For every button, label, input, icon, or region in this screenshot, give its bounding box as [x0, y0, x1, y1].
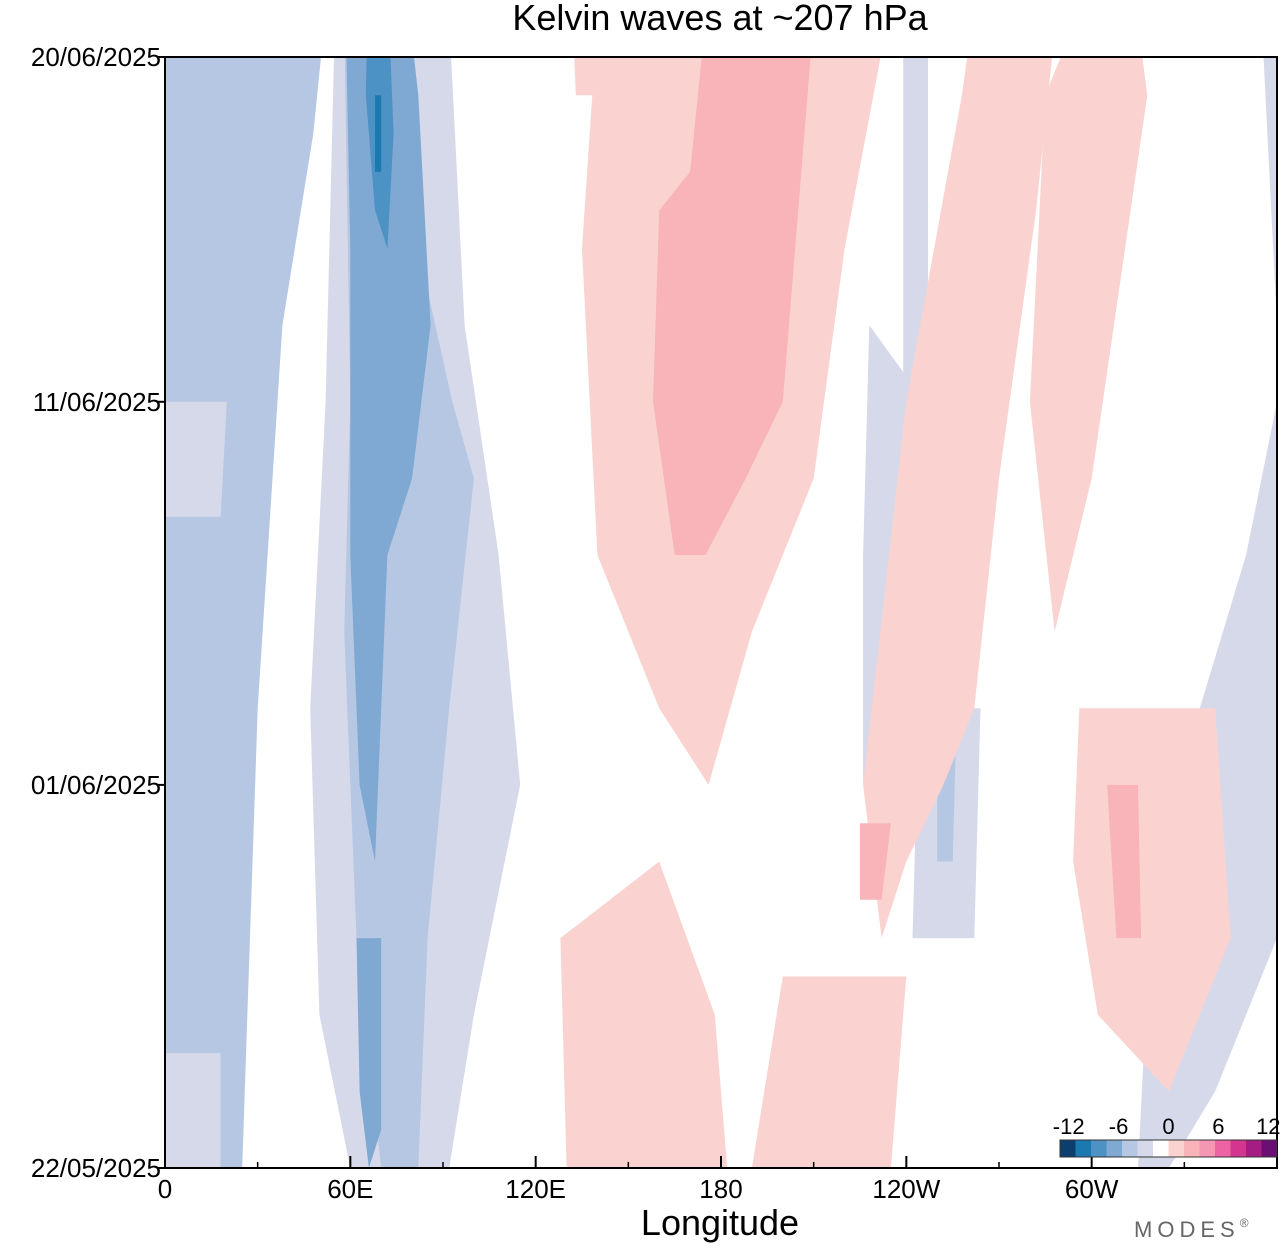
- x-tick-label-3: 180: [699, 1174, 742, 1204]
- colorbar-swatch-12: [1246, 1140, 1262, 1157]
- colorbar-frame: [1059, 1139, 1278, 1158]
- contour-region-29: [863, 57, 1053, 939]
- chart-title: Kelvin waves at ~207 hPa: [512, 0, 928, 38]
- colorbar-swatch-7: [1168, 1140, 1185, 1157]
- colorbar-swatch-2: [1091, 1140, 1107, 1157]
- colorbar-swatch-9: [1199, 1140, 1216, 1157]
- watermark-registered-mark: ®: [1240, 1216, 1254, 1230]
- colorbar-swatch-6: [1153, 1140, 1169, 1157]
- x-tick-label-2: 120E: [505, 1174, 566, 1204]
- colorbar-swatch-1: [1075, 1140, 1092, 1157]
- contour-region-10: [165, 401, 227, 517]
- colorbar-label-0: -12: [1053, 1114, 1085, 1139]
- axes: 0 60E 120E 180 120W 60W 20/06/2025 11/06/2025 01…: [31, 42, 1186, 1204]
- contour-region-28: [653, 57, 811, 555]
- contour-region-31: [1107, 784, 1142, 939]
- y-tick-label-0: 20/06/2025: [31, 42, 161, 72]
- contour-region-32: [1029, 57, 1148, 632]
- contour-region-4: [346, 57, 431, 862]
- colorbar-swatch-8: [1184, 1140, 1200, 1157]
- contour-region-8: [356, 938, 382, 1168]
- colorbar-swatch-5: [1137, 1140, 1154, 1157]
- x-axis-label: Longitude: [641, 1202, 799, 1243]
- colorbar-swatch-10: [1215, 1140, 1231, 1157]
- contour-region-9: [165, 1053, 221, 1168]
- colorbar-swatch-11: [1230, 1140, 1247, 1157]
- colorbar-label-4: 12: [1256, 1114, 1280, 1139]
- contour-region-0: [165, 57, 322, 1168]
- modes-watermark: MODES®: [1134, 1216, 1254, 1242]
- contour-region-35: [560, 861, 728, 1168]
- contour-region-6: [375, 95, 382, 172]
- colorbar: -12 -6 0 6 12: [1053, 1114, 1280, 1158]
- colorbar-swatch-13: [1261, 1140, 1278, 1157]
- contour-field: [165, 57, 1277, 1168]
- colorbar-label-3: 6: [1212, 1114, 1224, 1139]
- x-tick-label-4: 120W: [872, 1174, 940, 1204]
- x-tick-label-0: 0: [158, 1174, 172, 1204]
- colorbar-label-1: -6: [1109, 1114, 1129, 1139]
- contour-region-33: [751, 976, 907, 1168]
- colorbar-swatch-4: [1122, 1140, 1138, 1157]
- colorbar-swatch-3: [1106, 1140, 1123, 1157]
- y-tick-label-3: 22/05/2025: [31, 1153, 161, 1183]
- x-tick-label-1: 60E: [327, 1174, 373, 1204]
- y-tick-label-2: 01/06/2025: [31, 770, 161, 800]
- colorbar-label-2: 0: [1162, 1114, 1174, 1139]
- contour-region-34: [860, 823, 891, 900]
- colorbar-swatch-0: [1060, 1140, 1076, 1157]
- contour-region-11: [1263, 57, 1277, 326]
- x-tick-label-5: 60W: [1065, 1174, 1119, 1204]
- y-tick-label-1: 11/06/2025: [33, 387, 161, 417]
- watermark-text: MODES: [1134, 1217, 1240, 1242]
